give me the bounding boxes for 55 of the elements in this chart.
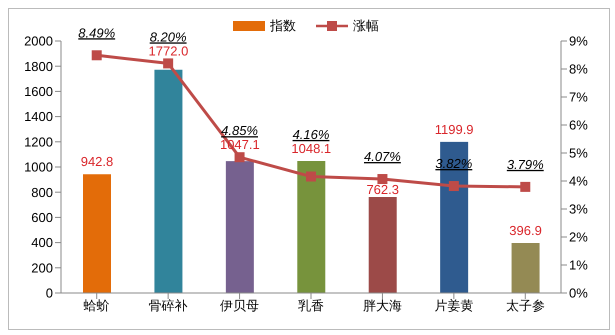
y2-tick-label: 1% (569, 258, 588, 273)
x-tick-label: 胖大海 (362, 298, 402, 314)
data-label: 8.49% (78, 25, 116, 40)
y-tick-label: 1200 (24, 134, 53, 150)
point (377, 174, 388, 184)
data-label: 762.3 (366, 182, 399, 197)
x-tick-label: 太子参 (506, 298, 545, 314)
data-label: 8.20% (150, 29, 187, 44)
point (520, 182, 530, 192)
y2-tick-label: 9% (569, 34, 588, 49)
point (448, 181, 459, 192)
point (234, 152, 245, 162)
y-tick-label: 200 (31, 260, 53, 276)
y2-tick-label: 4% (569, 174, 588, 189)
y-tick-label: 600 (31, 210, 53, 226)
point (92, 50, 102, 60)
y2-tick-label: 0% (569, 286, 588, 301)
legend-label: 涨幅 (352, 17, 379, 35)
bar (154, 70, 182, 293)
y2-tick-label: 7% (569, 90, 588, 105)
data-label: 396.9 (509, 222, 542, 238)
data-label: 1048.1 (291, 140, 332, 156)
x-tick-label: 乳香 (298, 298, 324, 314)
data-label: 1772.0 (148, 43, 188, 58)
bar (368, 196, 397, 293)
data-label: 1199.9 (434, 122, 474, 137)
y-tick-label: 1800 (24, 58, 53, 74)
bar (83, 174, 111, 293)
data-label: 4.07% (364, 149, 401, 164)
y2-tick-label: 6% (569, 118, 588, 133)
y-tick-label: 1400 (24, 109, 53, 124)
point (306, 172, 316, 182)
point (163, 58, 174, 68)
y-tick-label: 0 (46, 286, 53, 301)
data-label: 3.79% (506, 156, 544, 172)
y-tick-label: 1000 (24, 160, 53, 175)
y-tick-label: 1600 (24, 84, 53, 100)
y2-tick-label: 3% (569, 202, 588, 217)
bar (226, 161, 254, 293)
x-tick-label: 骨碎补 (148, 298, 188, 314)
x-tick-label: 蛤蚧 (84, 298, 110, 314)
data-label: 4.85% (221, 123, 258, 138)
legend-label: 指数 (269, 17, 296, 35)
data-label: 4.16% (292, 126, 330, 142)
y2-tick-label: 5% (569, 146, 588, 161)
y2-tick-label: 8% (569, 62, 588, 77)
x-tick-label: 伊贝母 (220, 298, 260, 314)
x-tick-label: 片姜黄 (434, 298, 474, 314)
y-tick-label: 400 (31, 235, 53, 250)
y-tick-label: 2000 (24, 34, 53, 49)
y-tick-label: 800 (31, 184, 53, 200)
bar (297, 160, 326, 293)
data-label: 942.8 (80, 154, 114, 170)
bar (512, 242, 540, 293)
y2-tick-label: 2% (569, 230, 588, 245)
